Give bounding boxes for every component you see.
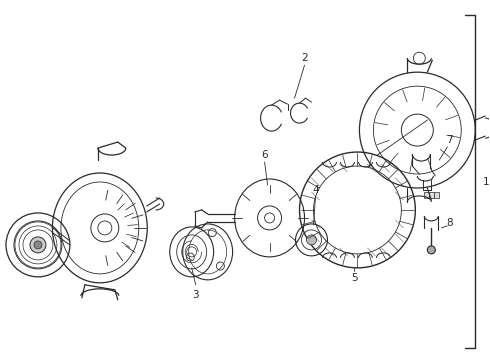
Text: 6: 6 [261,150,268,160]
Circle shape [34,241,42,249]
Text: 5: 5 [351,273,358,283]
Circle shape [427,246,435,254]
Polygon shape [434,192,440,198]
Circle shape [30,237,46,253]
Text: 4: 4 [312,185,319,195]
Text: 2: 2 [301,53,308,63]
Text: 1: 1 [483,177,490,187]
Text: 3: 3 [193,290,199,300]
Polygon shape [424,192,429,198]
Polygon shape [429,192,434,198]
Text: 7: 7 [446,135,453,145]
Text: 8: 8 [446,218,453,228]
Circle shape [307,235,317,245]
